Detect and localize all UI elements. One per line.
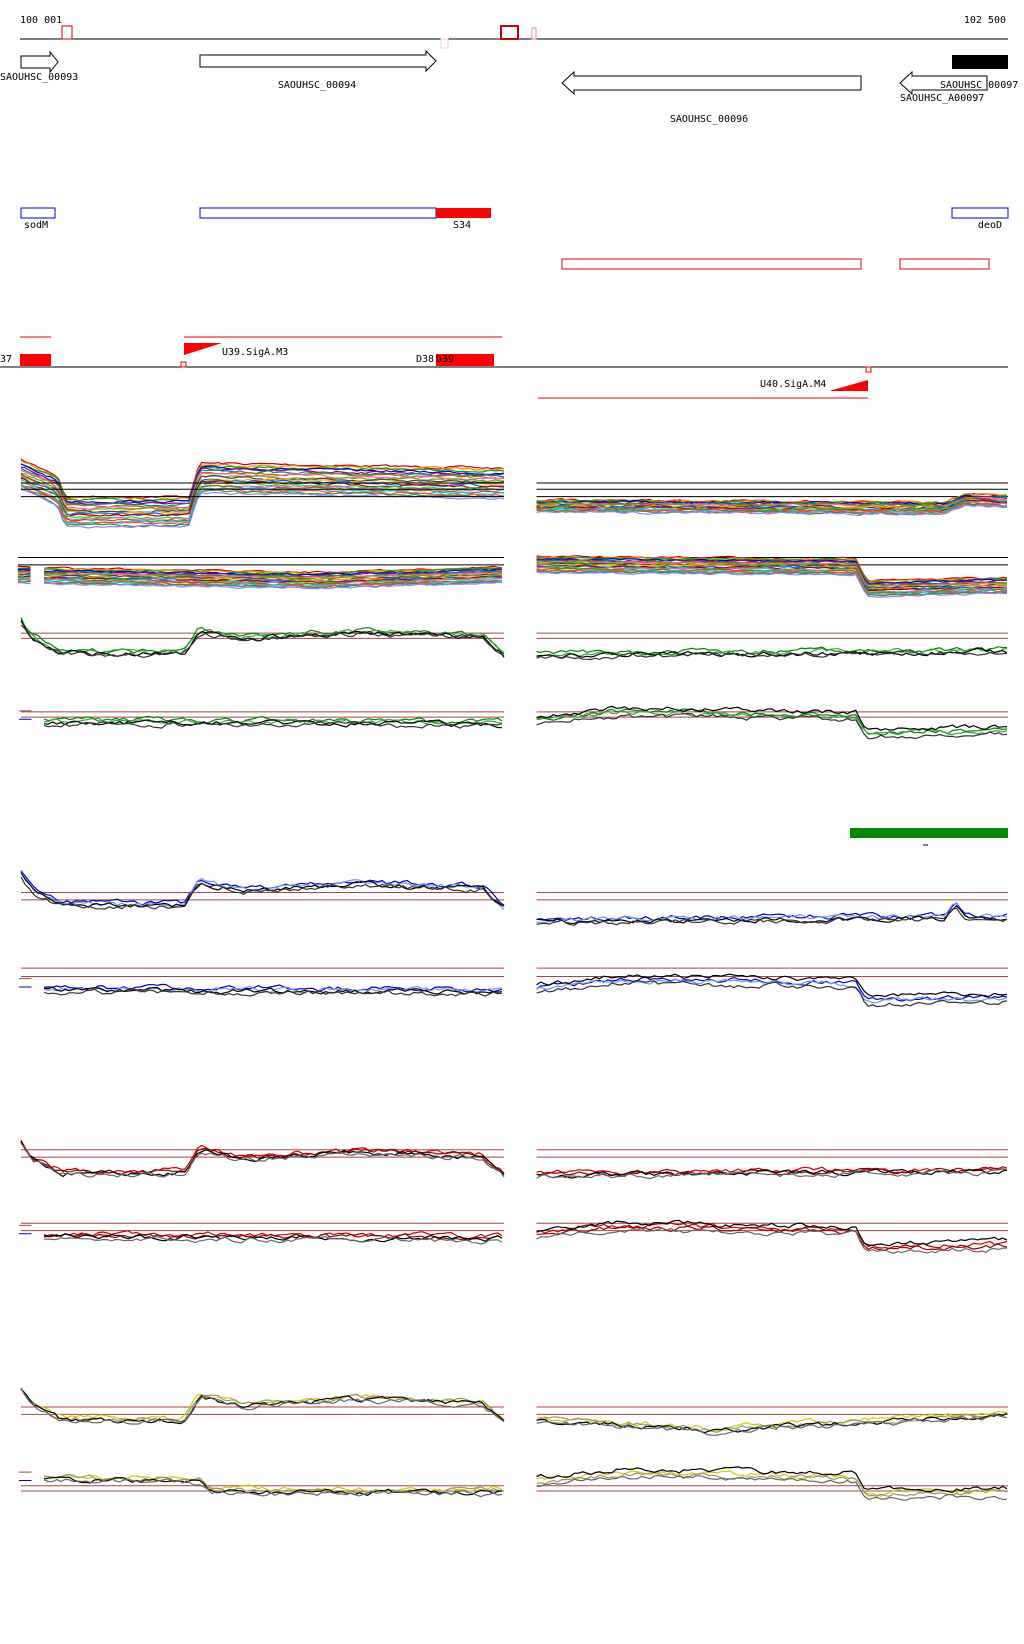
marker [441, 39, 448, 48]
site-label: D38 [416, 354, 434, 365]
ruler [20, 26, 1008, 48]
ruler-start: 100 001 [20, 15, 62, 26]
trace [18, 571, 31, 572]
site-label: D39 [436, 354, 454, 365]
trace [537, 1475, 1007, 1500]
marker [62, 26, 72, 39]
trace [537, 1223, 1007, 1249]
trace [537, 977, 1007, 1001]
trace [537, 1472, 1007, 1496]
gene-label: SAOUHSC_00097 [940, 80, 1018, 91]
gene-label: SAOUHSC_00094 [278, 80, 356, 91]
feature-box [21, 208, 55, 218]
trace [44, 1479, 502, 1497]
gene-arrow [200, 51, 436, 71]
feature-box [562, 259, 861, 269]
gene-label: SAOUHSC_00096 [670, 114, 748, 125]
gene-box [952, 55, 1008, 69]
site-flag [184, 343, 222, 355]
site-label: U40.SigA.M4 [760, 379, 826, 390]
trace [21, 621, 504, 658]
trace [18, 583, 31, 584]
marker [532, 28, 536, 39]
site-box [20, 354, 51, 366]
trace [21, 625, 504, 657]
gene-label: SAOUHSC_00093 [0, 72, 78, 83]
feature-label: S34 [453, 220, 471, 231]
gene-arrow [21, 52, 58, 72]
gene-label: SAOUHSC_A00097 [900, 93, 984, 104]
marker [501, 26, 518, 39]
feature-box [900, 259, 989, 269]
trace [44, 1475, 502, 1493]
expression-traces [18, 459, 1008, 1500]
trace [18, 572, 31, 573]
site-tick [181, 362, 186, 367]
feature-box [952, 208, 1008, 218]
site-flag [829, 380, 868, 391]
coverage-bar [850, 828, 1008, 838]
site-tick [866, 367, 871, 372]
trace [21, 484, 504, 521]
trace [537, 1169, 1007, 1178]
feature-box [436, 208, 491, 218]
site-label: U39.SigA.M3 [222, 347, 288, 358]
feature-label: deoD [978, 220, 1002, 231]
trace [21, 1389, 504, 1423]
feature-label: sodM [24, 220, 48, 231]
trace [18, 566, 31, 567]
ruler-end: 102 500 [964, 15, 1006, 26]
site-label: 37 [0, 354, 12, 365]
feature-box [200, 208, 436, 218]
trace [537, 1226, 1007, 1251]
gene-arrow [562, 72, 861, 94]
